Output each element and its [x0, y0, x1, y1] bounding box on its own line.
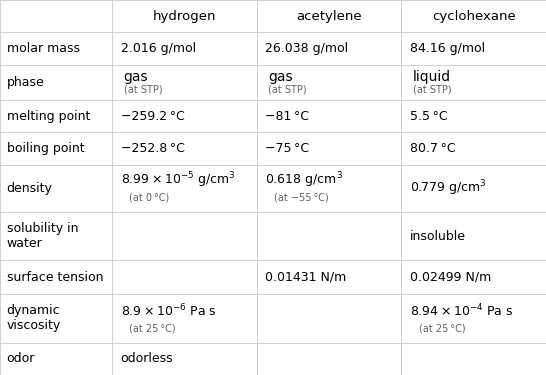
Text: 5.5 °C: 5.5 °C — [410, 110, 448, 123]
Text: 2.016 g/mol: 2.016 g/mol — [121, 42, 195, 55]
Text: 0.618 g/cm$^3$: 0.618 g/cm$^3$ — [265, 171, 343, 190]
Text: gas: gas — [123, 70, 148, 84]
Text: 84.16 g/mol: 84.16 g/mol — [410, 42, 485, 55]
Text: solubility in
water: solubility in water — [7, 222, 78, 250]
Text: phase: phase — [7, 76, 44, 89]
Text: (at STP): (at STP) — [268, 84, 307, 94]
Text: 80.7 °C: 80.7 °C — [410, 142, 455, 155]
Text: (at 0 °C): (at 0 °C) — [129, 193, 170, 202]
Text: boiling point: boiling point — [7, 142, 84, 155]
Text: density: density — [7, 182, 52, 195]
Text: dynamic
viscosity: dynamic viscosity — [7, 304, 61, 332]
Text: 0.779 g/cm$^3$: 0.779 g/cm$^3$ — [410, 178, 486, 198]
Text: 0.01431 N/m: 0.01431 N/m — [265, 271, 347, 284]
Text: molar mass: molar mass — [7, 42, 80, 55]
Text: liquid: liquid — [413, 70, 451, 84]
Text: −81 °C: −81 °C — [265, 110, 309, 123]
Text: odorless: odorless — [121, 352, 173, 365]
Text: insoluble: insoluble — [410, 230, 466, 243]
Text: $8.99\times10^{-5}$ g/cm$^3$: $8.99\times10^{-5}$ g/cm$^3$ — [121, 171, 235, 190]
Text: −259.2 °C: −259.2 °C — [121, 110, 185, 123]
Text: (at −55 °C): (at −55 °C) — [274, 193, 329, 202]
Text: −75 °C: −75 °C — [265, 142, 310, 155]
Text: melting point: melting point — [7, 110, 90, 123]
Text: cyclohexane: cyclohexane — [432, 10, 515, 22]
Text: odor: odor — [7, 352, 35, 365]
Text: acetylene: acetylene — [296, 10, 362, 22]
Text: $8.9\times10^{-6}$ Pa s: $8.9\times10^{-6}$ Pa s — [121, 302, 216, 319]
Text: (at 25 °C): (at 25 °C) — [419, 323, 465, 333]
Text: 26.038 g/mol: 26.038 g/mol — [265, 42, 348, 55]
Text: (at STP): (at STP) — [123, 84, 162, 94]
Text: hydrogen: hydrogen — [152, 10, 216, 22]
Text: 0.02499 N/m: 0.02499 N/m — [410, 271, 491, 284]
Text: −252.8 °C: −252.8 °C — [121, 142, 185, 155]
Text: surface tension: surface tension — [7, 271, 103, 284]
Text: (at STP): (at STP) — [413, 84, 452, 94]
Text: (at 25 °C): (at 25 °C) — [129, 323, 176, 333]
Text: $8.94\times10^{-4}$ Pa s: $8.94\times10^{-4}$ Pa s — [410, 302, 514, 319]
Text: gas: gas — [268, 70, 293, 84]
